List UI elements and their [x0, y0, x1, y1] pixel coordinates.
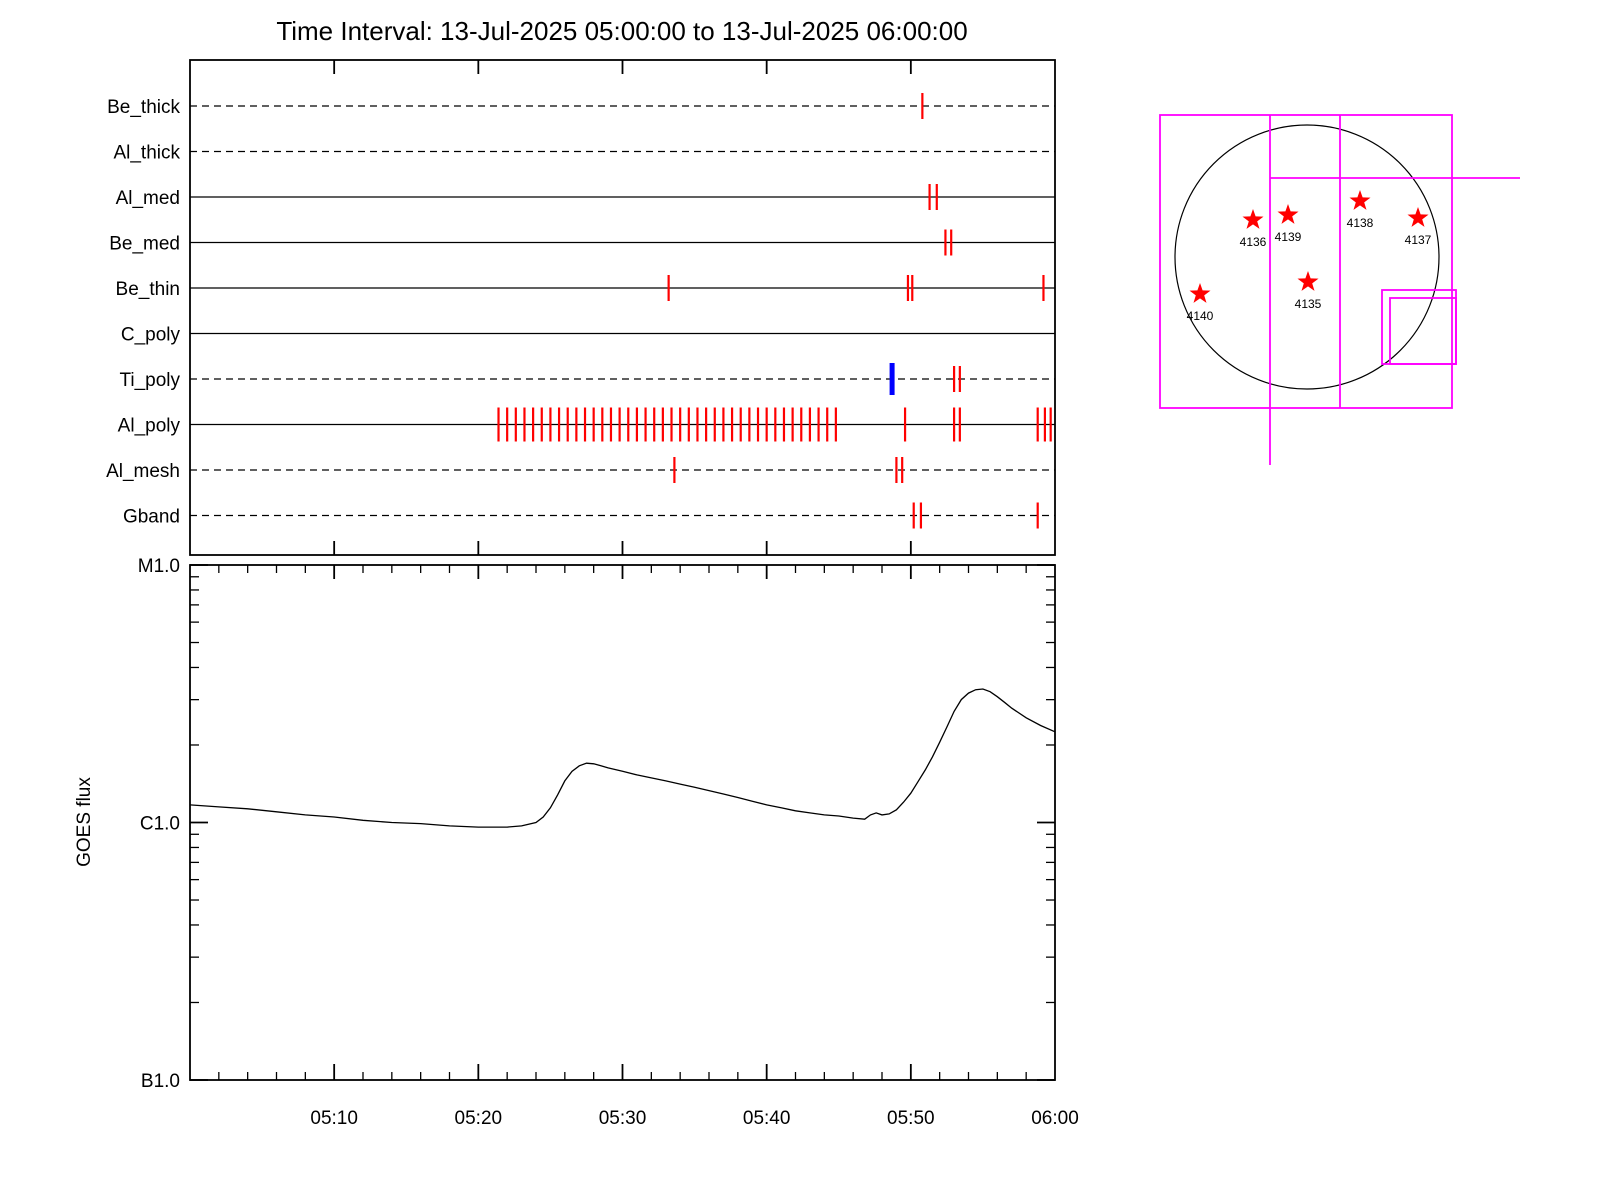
solar-disk [1174, 124, 1440, 390]
active-region-label: 4135 [1295, 297, 1322, 311]
channel-label: Ti_poly [119, 370, 180, 391]
active-region-star [1407, 207, 1429, 227]
goes-ytick-label: M1.0 [138, 556, 180, 577]
active-region-star [1242, 209, 1264, 229]
active-region-star [1189, 283, 1211, 303]
channel-label: Be_thin [116, 279, 180, 300]
channel-label: Al_poly [118, 416, 181, 437]
active-region-label: 4137 [1405, 233, 1432, 247]
goes-xtick-label: 06:00 [1031, 1108, 1079, 1129]
fov-box [1389, 297, 1457, 365]
channel-label: C_poly [121, 325, 181, 346]
channel-label: Gband [123, 507, 180, 528]
fov-box [1159, 114, 1453, 409]
channel-label: Al_mesh [106, 461, 180, 482]
goes-ytick-label: C1.0 [140, 814, 180, 835]
goes-ytick-label: B1.0 [141, 1071, 180, 1092]
goes-xtick-label: 05:40 [743, 1108, 791, 1129]
chart-title: Time Interval: 13-Jul-2025 05:00:00 to 1… [276, 16, 967, 46]
goes-frame [189, 564, 1056, 1081]
active-region-star [1277, 204, 1299, 224]
goes-flux-curve [189, 688, 1056, 828]
active-region-star [1349, 190, 1371, 210]
goes-xtick-label: 05:30 [599, 1108, 647, 1129]
channel-label: Be_med [109, 234, 180, 255]
goes-ylabel: GOES flux [74, 777, 95, 867]
channel-label: Al_thick [113, 143, 180, 164]
timeline-frame [189, 59, 1056, 556]
solar-map: 4136 4139 4138 4137 4135 4140 [1159, 114, 1520, 465]
active-region-label: 4140 [1187, 309, 1214, 323]
channel-label: Al_med [116, 188, 180, 209]
goes-xtick-label: 05:50 [887, 1108, 935, 1129]
goes-xtick-label: 05:10 [310, 1108, 358, 1129]
timeline-panel: Be_thick Al_thick Al_med Be_med Be_thin C_pol… [106, 59, 1056, 556]
active-region-label: 4136 [1240, 235, 1267, 249]
active-region-star [1297, 271, 1319, 291]
channel-label: Be_thick [107, 97, 180, 118]
goes-panel: M1.0 C1.0 B1.0 05:10 05:20 05:30 05:40 05:50 06:… [138, 556, 1079, 1129]
active-region-label: 4138 [1347, 216, 1374, 230]
active-region-label: 4139 [1275, 230, 1302, 244]
goes-xtick-label: 05:20 [455, 1108, 503, 1129]
